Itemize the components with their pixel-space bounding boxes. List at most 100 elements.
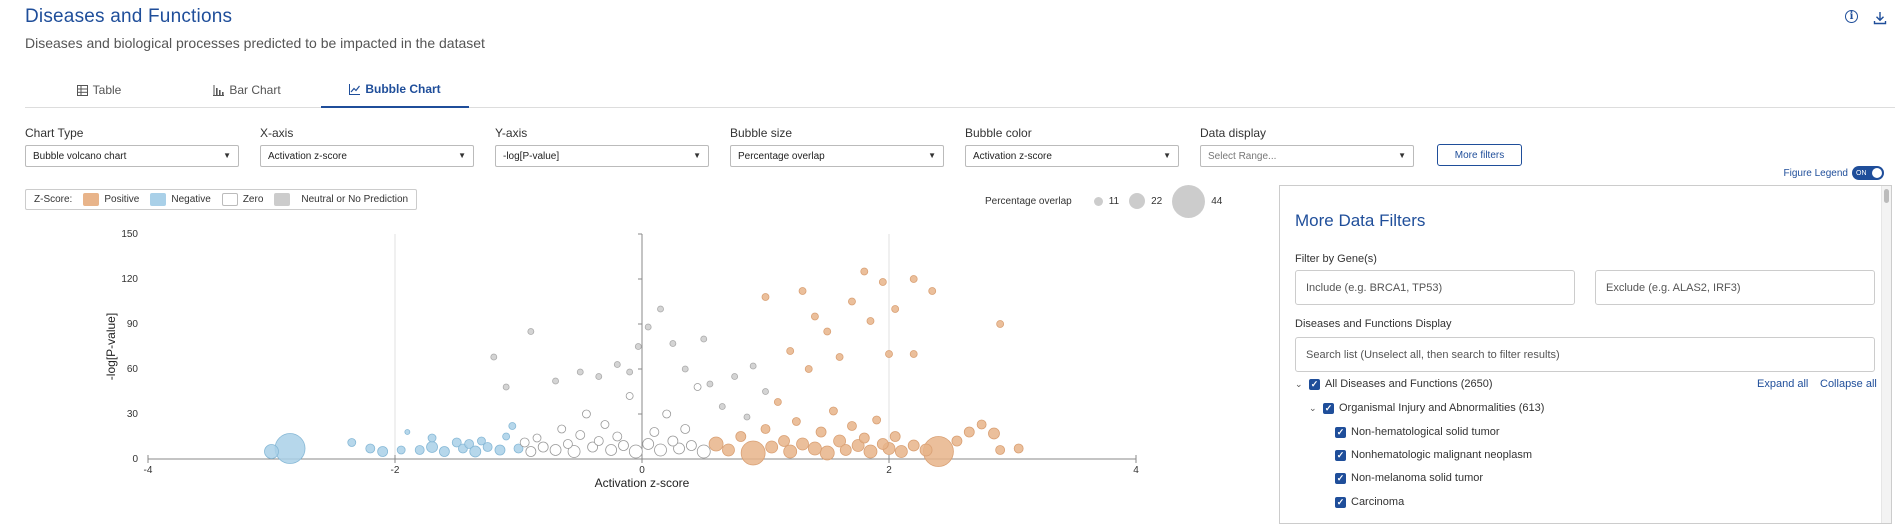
include-genes-input[interactable]: Include (e.g. BRCA1, TP53) xyxy=(1295,270,1575,305)
bubble-point xyxy=(595,373,603,380)
bubble-point xyxy=(909,350,918,358)
bubble-point xyxy=(628,444,643,459)
bubble-point xyxy=(662,409,672,419)
zero-label: Zero xyxy=(242,194,264,205)
tree-item-leaf[interactable]: ✓ Non-melanoma solid tumor xyxy=(1335,472,1484,484)
bubble-point xyxy=(829,406,838,416)
bubble-point xyxy=(851,439,865,452)
bubble-point xyxy=(866,317,875,325)
exclude-genes-input[interactable]: Exclude (e.g. ALAS2, IRF3) xyxy=(1595,270,1875,305)
bubble-point xyxy=(808,441,822,456)
bubble-point xyxy=(996,320,1005,328)
download-icon[interactable] xyxy=(1872,10,1888,26)
bubble-point xyxy=(667,435,679,447)
bubble-point xyxy=(872,415,882,425)
bubble-point xyxy=(878,278,887,286)
x-axis-select[interactable]: Activation z-score ▼ xyxy=(260,145,474,167)
bubble-point xyxy=(576,368,584,376)
search-list-input[interactable]: Search list (Unselect all, then search t… xyxy=(1295,337,1875,372)
x-tick-label: 0 xyxy=(639,465,645,476)
bubble-point xyxy=(815,426,827,438)
bubble-point xyxy=(885,350,893,358)
bubble-point xyxy=(600,420,610,429)
bubble-point xyxy=(858,432,870,444)
tree-item-leaf[interactable]: ✓ Carcinoma xyxy=(1335,496,1405,508)
negative-swatch xyxy=(150,193,167,206)
bubble-point xyxy=(532,433,542,443)
chart-type-select[interactable]: Bubble volcano chart ▼ xyxy=(25,145,239,167)
bubble-point xyxy=(863,444,878,459)
zscore-legend-title: Z-Score: xyxy=(34,194,73,205)
bubble-point xyxy=(549,444,562,456)
bubble-point xyxy=(988,427,1000,440)
expand-all-link[interactable]: Expand all xyxy=(1757,378,1809,390)
figure-legend-toggle[interactable]: ON xyxy=(1852,166,1884,180)
more-data-filters-panel: More Data Filters Filter by Gene(s) Incl… xyxy=(1279,185,1892,524)
bubble-point xyxy=(567,445,581,458)
bubble-point xyxy=(582,409,591,419)
positive-label: Positive xyxy=(104,194,140,205)
panel-scrollbar[interactable] xyxy=(1881,186,1891,523)
bubble-point xyxy=(839,444,852,456)
bubble-point xyxy=(644,323,652,331)
bubble-point xyxy=(740,440,766,466)
bubble-point xyxy=(669,340,677,347)
bubble-point xyxy=(625,392,634,400)
bubble-point xyxy=(773,398,782,406)
bubble-color-select[interactable]: Activation z-score ▼ xyxy=(965,145,1179,167)
chevron-down-icon: ▼ xyxy=(928,151,936,160)
bubble-point xyxy=(835,353,844,361)
tab-bubble-chart[interactable]: Bubble Chart xyxy=(321,72,469,108)
x-tick-label: 2 xyxy=(886,465,892,476)
bubble-point xyxy=(718,403,726,410)
tab-bar-chart[interactable]: Bar Chart xyxy=(173,72,321,108)
bubble-point xyxy=(823,327,832,336)
bubble-point xyxy=(502,432,511,441)
bubble-point xyxy=(626,368,634,376)
bubble-point xyxy=(951,435,963,447)
bubble-point xyxy=(804,365,813,373)
checkbox[interactable]: ✓ xyxy=(1323,402,1334,414)
bubble-point xyxy=(708,436,724,452)
panel-title: More Data Filters xyxy=(1295,211,1426,230)
checkbox[interactable]: ✓ xyxy=(1335,426,1346,438)
data-display-label: Data display xyxy=(1200,126,1267,140)
bubble-point xyxy=(700,335,708,343)
checkbox[interactable]: ✓ xyxy=(1335,496,1346,508)
checkbox[interactable]: ✓ xyxy=(1309,378,1320,390)
bubble-point xyxy=(819,445,835,461)
y-tick-label: 120 xyxy=(121,274,138,285)
checkbox[interactable]: ✓ xyxy=(1335,472,1346,484)
bubble-point xyxy=(537,441,549,453)
y-axis-select[interactable]: -log[P-value] ▼ xyxy=(495,145,709,167)
collapse-all-link[interactable]: Collapse all xyxy=(1820,378,1877,390)
bubble-size-select[interactable]: Percentage overlap ▼ xyxy=(730,145,944,167)
bubble-point xyxy=(274,433,306,464)
bubble-point xyxy=(519,437,530,448)
tree-item-leaf[interactable]: ✓ Nonhematologic malignant neoplasm xyxy=(1335,449,1532,461)
chevron-down-icon[interactable]: ⌄ xyxy=(1309,402,1317,413)
bubble-point xyxy=(593,436,604,446)
tree-item-leaf[interactable]: ✓ Non-hematological solid tumor xyxy=(1335,426,1500,438)
bubble-point xyxy=(649,427,660,437)
info-icon[interactable]: i xyxy=(1845,10,1858,23)
more-filters-button[interactable]: More filters xyxy=(1437,144,1522,166)
data-display-select[interactable]: Select Range... ▼ xyxy=(1200,145,1414,167)
bubble-point xyxy=(680,424,691,434)
checkbox[interactable]: ✓ xyxy=(1335,449,1346,461)
x-tick-label: 4 xyxy=(1133,465,1139,476)
bubble-point xyxy=(735,431,747,442)
chart-type-label: Chart Type xyxy=(25,126,84,140)
line-chart-icon xyxy=(349,83,361,95)
tree-item-organismal[interactable]: ⌄ ✓ Organismal Injury and Abnormalities … xyxy=(1309,402,1545,414)
y-axis-label: Y-axis xyxy=(495,126,528,140)
tab-table[interactable]: Table xyxy=(25,72,173,108)
bubble-point xyxy=(860,267,869,276)
bubble-color-label: Bubble color xyxy=(965,126,1032,140)
data-display-placeholder: Select Range... xyxy=(1208,150,1277,162)
bubble-point xyxy=(552,377,559,385)
bubble-point xyxy=(919,443,933,457)
size-legend: Percentage overlap 11 22 44 xyxy=(985,183,1222,219)
tree-item-all[interactable]: ⌄ ✓ All Diseases and Functions (2650) xyxy=(1295,378,1493,390)
chevron-down-icon[interactable]: ⌄ xyxy=(1295,378,1303,389)
